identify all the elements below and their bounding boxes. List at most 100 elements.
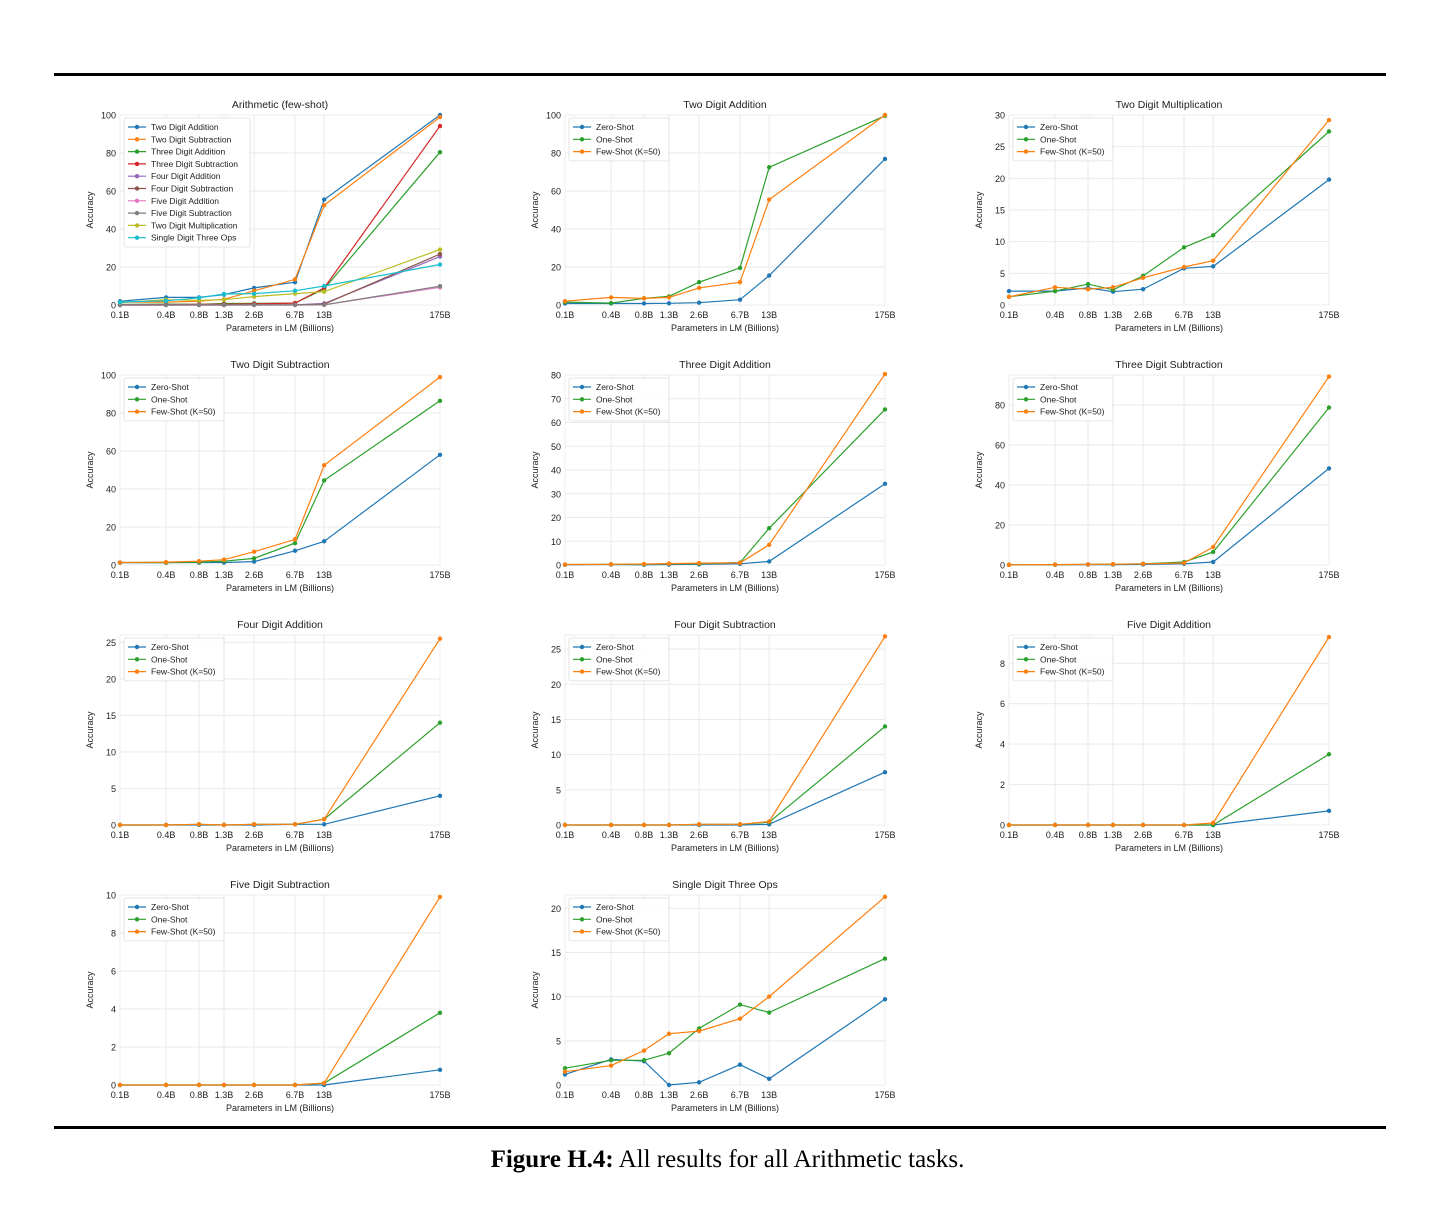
y-tick-label: 60 (551, 187, 561, 197)
plot-frame (564, 374, 886, 566)
y-tick-label: 30 (995, 111, 1005, 121)
legend-marker (1023, 644, 1029, 650)
series-line (119, 263, 441, 303)
legend-entry: Few-Shot (K=50) (596, 147, 661, 157)
x-tick-label: 0.4B (1046, 570, 1065, 580)
data-point (882, 634, 888, 639)
legend-marker (134, 235, 140, 240)
data-point (221, 297, 227, 302)
y-tick-label: 40 (995, 481, 1005, 491)
y-tick-label: 50 (551, 442, 561, 452)
data-point (196, 1082, 202, 1088)
chart-7: Four Digit Subtraction 0 5 10 15 20 25 0.1B 0.4B… (530, 619, 896, 853)
data-point (437, 262, 443, 267)
data-point (641, 561, 647, 567)
x-tick-label: 0.1B (1000, 310, 1019, 320)
legend-entry: Zero-Shot (596, 122, 634, 132)
legend-entry: Five Digit Subtraction (151, 208, 232, 218)
y-tick-label: 0 (1000, 561, 1005, 571)
legend-entry: Two Digit Addition (151, 122, 219, 132)
x-tick-label: 2.6B (690, 570, 709, 580)
x-tick-label: 175B (1318, 570, 1339, 580)
y-tick-label: 80 (551, 149, 561, 159)
y-tick-label: 0 (556, 821, 561, 831)
series-line (565, 636, 886, 826)
legend-entry: Zero-Shot (596, 642, 634, 652)
x-tick-label: 13B (316, 1090, 332, 1100)
x-tick-label: 13B (1205, 830, 1221, 840)
data-point (437, 720, 443, 725)
y-tick-label: 5 (111, 784, 116, 794)
chart-title: Three Digit Subtraction (1115, 359, 1223, 371)
data-point (437, 114, 443, 120)
legend-entry: Few-Shot (K=50) (1040, 407, 1105, 417)
series-line (120, 1012, 441, 1086)
data-point (882, 724, 888, 729)
data-point (221, 822, 227, 828)
legend-entry: One-Shot (151, 914, 188, 924)
legend-marker (579, 904, 585, 910)
series-line (120, 1069, 441, 1086)
data-point (437, 1010, 443, 1015)
data-point (882, 956, 888, 961)
legend-marker (579, 124, 585, 130)
chart-3: Two Digit Subtraction 0 20 40 60 80 100 0.1B 0.4… (85, 359, 451, 593)
y-tick-label: 60 (551, 418, 561, 428)
x-tick-label: 0.4B (602, 830, 621, 840)
data-point (1181, 560, 1187, 566)
y-tick-label: 20 (551, 680, 561, 690)
data-point (1052, 822, 1058, 828)
data-point (1326, 117, 1332, 123)
x-tick-label: 13B (761, 1090, 777, 1100)
x-tick-label: 175B (874, 570, 895, 580)
data-point (437, 374, 443, 380)
x-tick-label: 175B (874, 1090, 895, 1100)
data-point (1140, 286, 1146, 292)
x-axis-label: Parameters in LM (Billions) (1115, 843, 1223, 853)
data-point (1140, 561, 1146, 566)
legend-marker (134, 198, 140, 203)
x-axis-label: Parameters in LM (Billions) (1115, 323, 1223, 333)
y-axis-label: Accuracy (974, 191, 984, 229)
x-tick-label: 175B (429, 310, 450, 320)
x-tick-label: 0.8B (635, 570, 654, 580)
data-point (696, 300, 702, 305)
data-point (641, 1048, 647, 1053)
x-axis-label: Parameters in LM (Billions) (226, 1103, 334, 1113)
series-line (119, 376, 441, 564)
x-tick-label: 0.1B (556, 830, 575, 840)
data-point (321, 302, 327, 308)
data-point (641, 1058, 647, 1063)
data-point (1210, 549, 1216, 555)
y-tick-label: 15 (551, 715, 561, 725)
legend-marker (134, 409, 140, 414)
data-point (251, 291, 257, 296)
legend-entry: One-Shot (596, 394, 633, 404)
x-tick-label: 2.6B (245, 830, 264, 840)
y-tick-label: 80 (551, 371, 561, 381)
data-point (882, 894, 888, 899)
series-line (564, 958, 886, 1069)
y-tick-label: 70 (551, 394, 561, 404)
data-point (321, 283, 327, 289)
x-axis-label: Parameters in LM (Billions) (671, 583, 779, 593)
x-tick-label: 6.7B (731, 570, 750, 580)
data-point (666, 1031, 672, 1036)
y-tick-label: 2 (111, 1043, 116, 1053)
y-tick-label: 4 (1000, 740, 1005, 750)
x-tick-label: 13B (316, 570, 332, 580)
chart-title: Five Digit Addition (1127, 619, 1211, 631)
series-line (120, 722, 441, 826)
legend-marker (134, 174, 140, 179)
legend-entry: One-Shot (596, 914, 633, 924)
data-point (641, 301, 647, 306)
caption-text: All results for all Arithmetic tasks. (613, 1146, 965, 1173)
legend-box (1012, 117, 1114, 162)
data-point (766, 559, 772, 564)
y-tick-label: 20 (106, 263, 116, 273)
legend-entry: Five Digit Addition (151, 196, 219, 206)
legend-entry: Few-Shot (K=50) (1040, 667, 1105, 677)
data-point (882, 407, 888, 412)
data-point (562, 562, 568, 567)
x-tick-label: 0.4B (1046, 830, 1065, 840)
